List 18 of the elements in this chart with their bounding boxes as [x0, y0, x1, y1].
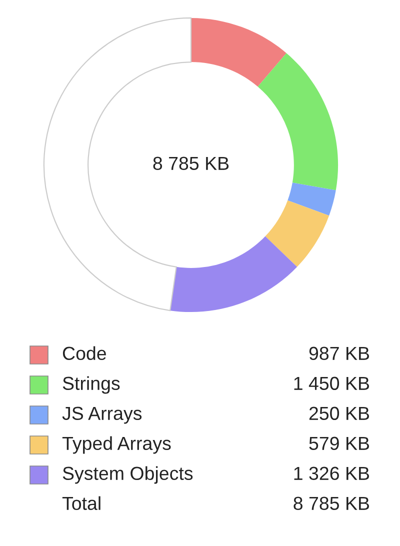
legend-label: System Objects — [62, 466, 193, 484]
text: 8 785 KB — [294, 496, 370, 510]
data-label: 987 KB — [309, 346, 370, 360]
legend-label: JS Arrays — [62, 406, 142, 424]
donut-slice — [191, 18, 286, 87]
legend-label: Code — [62, 346, 106, 360]
legend-label: Strings — [62, 376, 120, 394]
donut-slice — [265, 200, 330, 267]
data-label: 1 326 KB — [294, 466, 370, 480]
donut-slice — [258, 53, 338, 190]
text: 8 785 KB — [153, 156, 229, 170]
donut-slice — [288, 182, 336, 216]
legend-label: Typed Arrays — [62, 436, 171, 454]
data-label: 579 KB — [309, 436, 370, 450]
donut-slice — [170, 236, 298, 312]
data-label: 250 KB — [309, 406, 370, 420]
data-label: 1 450 KB — [294, 376, 370, 390]
text: Total — [62, 496, 100, 510]
